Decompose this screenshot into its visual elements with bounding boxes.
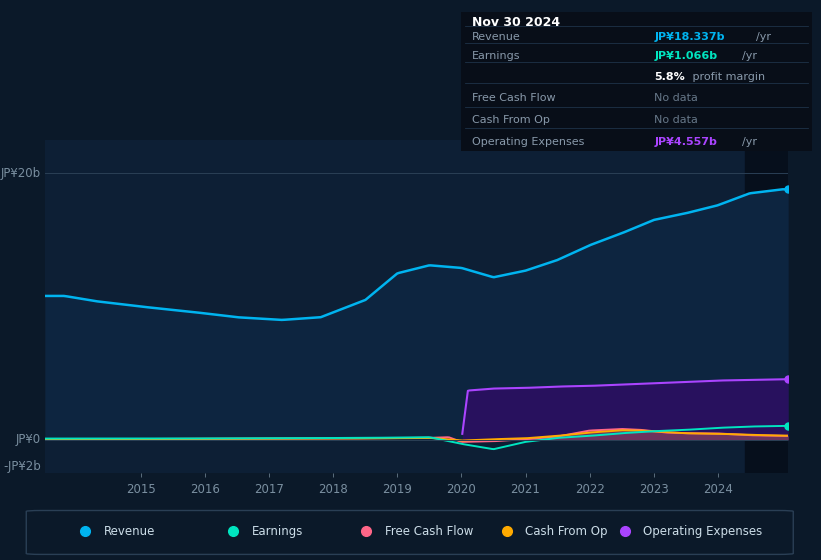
Text: Operating Expenses: Operating Expenses <box>472 137 585 147</box>
Text: /yr: /yr <box>742 137 757 147</box>
Text: Revenue: Revenue <box>472 32 521 42</box>
Text: JP¥0: JP¥0 <box>16 433 41 446</box>
Text: JP¥4.557b: JP¥4.557b <box>654 137 717 147</box>
Text: JP¥18.337b: JP¥18.337b <box>654 32 725 42</box>
Text: /yr: /yr <box>756 32 771 42</box>
Text: profit margin: profit margin <box>690 72 765 82</box>
Text: JP¥20b: JP¥20b <box>1 167 41 180</box>
Text: Nov 30 2024: Nov 30 2024 <box>472 16 560 30</box>
Text: Operating Expenses: Operating Expenses <box>644 525 763 538</box>
Text: No data: No data <box>654 115 698 125</box>
Text: Free Cash Flow: Free Cash Flow <box>472 93 556 103</box>
Text: Revenue: Revenue <box>103 525 155 538</box>
Text: Cash From Op: Cash From Op <box>525 525 608 538</box>
Bar <box>745 140 788 473</box>
Text: -JP¥2b: -JP¥2b <box>3 460 41 473</box>
Text: Earnings: Earnings <box>252 525 303 538</box>
Text: Earnings: Earnings <box>472 51 521 61</box>
Text: Free Cash Flow: Free Cash Flow <box>385 525 473 538</box>
Text: No data: No data <box>654 93 698 103</box>
Text: JP¥1.066b: JP¥1.066b <box>654 51 718 61</box>
Text: Cash From Op: Cash From Op <box>472 115 550 125</box>
Text: /yr: /yr <box>742 51 757 61</box>
Text: 5.8%: 5.8% <box>654 72 685 82</box>
